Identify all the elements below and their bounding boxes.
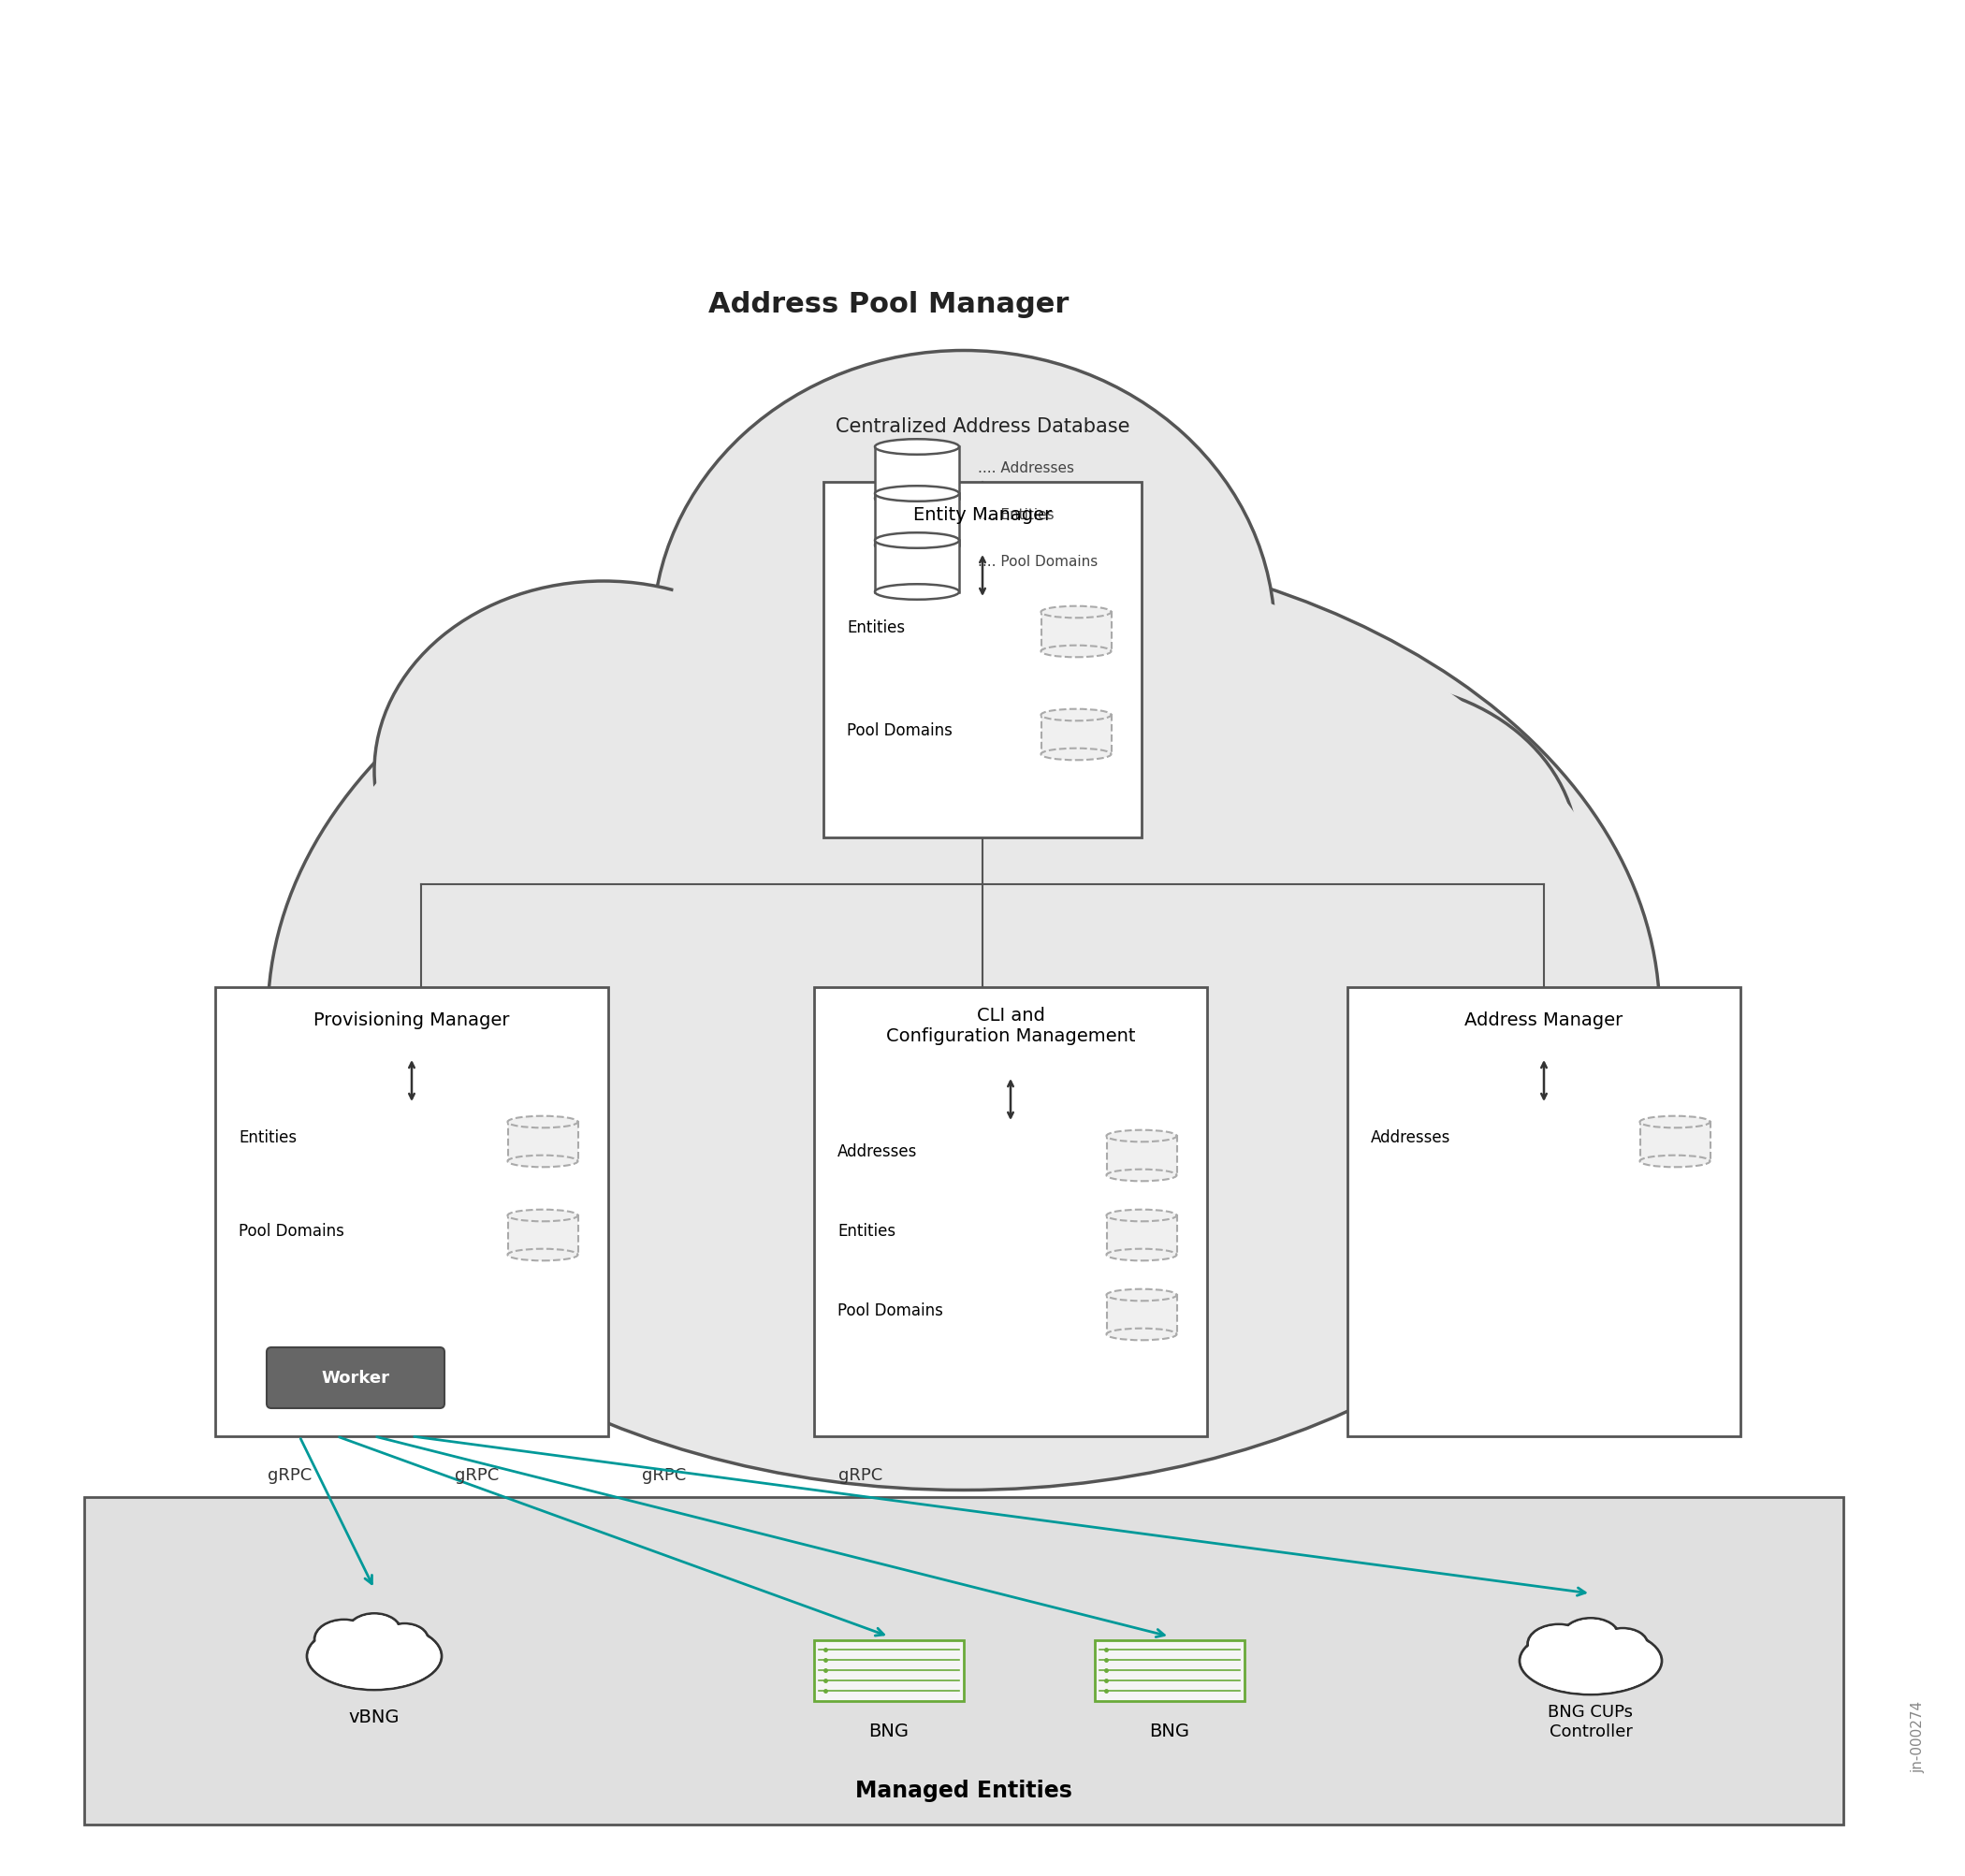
Text: vBNG: vBNG	[350, 1707, 399, 1726]
Bar	[1641, 1122, 1710, 1161]
FancyBboxPatch shape	[1348, 987, 1741, 1437]
Ellipse shape	[316, 1621, 371, 1658]
Ellipse shape	[1041, 749, 1110, 760]
Ellipse shape	[373, 582, 833, 961]
Ellipse shape	[1641, 1116, 1710, 1127]
Text: .... Pool Domains: .... Pool Domains	[979, 555, 1098, 568]
Text: BNG: BNG	[1150, 1722, 1189, 1739]
Bar	[1106, 1294, 1177, 1334]
Ellipse shape	[1106, 1328, 1177, 1341]
Ellipse shape	[507, 1116, 578, 1127]
Text: gRPC: gRPC	[839, 1467, 882, 1484]
Ellipse shape	[381, 1625, 428, 1655]
Bar	[1106, 1216, 1177, 1255]
Ellipse shape	[1041, 606, 1110, 619]
Text: gRPC: gRPC	[267, 1467, 312, 1484]
Text: Pool Domains: Pool Domains	[837, 1302, 943, 1319]
Ellipse shape	[874, 533, 959, 548]
Text: Centralized Address Database: Centralized Address Database	[835, 416, 1130, 435]
Text: Entity Manager: Entity Manager	[914, 507, 1051, 523]
FancyBboxPatch shape	[823, 482, 1142, 839]
Text: Worker: Worker	[322, 1369, 389, 1386]
Ellipse shape	[668, 364, 1258, 908]
Ellipse shape	[1641, 1156, 1710, 1167]
FancyBboxPatch shape	[216, 987, 609, 1437]
Text: Entities: Entities	[837, 1223, 896, 1240]
Text: Managed Entities: Managed Entities	[855, 1778, 1073, 1801]
Ellipse shape	[1562, 1619, 1619, 1655]
Bar	[1106, 1137, 1177, 1176]
Bar	[1095, 1640, 1244, 1702]
Bar	[507, 1122, 578, 1161]
Text: Addresses: Addresses	[1372, 1129, 1450, 1146]
Bar	[874, 540, 959, 593]
Text: Address Manager: Address Manager	[1464, 1011, 1623, 1028]
FancyBboxPatch shape	[267, 1347, 444, 1409]
Text: Addresses: Addresses	[837, 1142, 918, 1159]
Ellipse shape	[1106, 1169, 1177, 1182]
Ellipse shape	[507, 1249, 578, 1261]
Ellipse shape	[507, 1210, 578, 1221]
Text: Pool Domains: Pool Domains	[238, 1223, 344, 1240]
Ellipse shape	[874, 585, 959, 600]
Ellipse shape	[1185, 698, 1562, 1009]
Ellipse shape	[350, 1615, 399, 1649]
Ellipse shape	[314, 1619, 373, 1658]
Text: BNG: BNG	[869, 1722, 910, 1739]
Ellipse shape	[652, 351, 1275, 921]
Ellipse shape	[874, 492, 959, 507]
Bar	[1041, 613, 1110, 651]
Bar	[874, 448, 959, 499]
Text: .... Addresses: .... Addresses	[979, 461, 1075, 475]
Ellipse shape	[348, 1613, 401, 1649]
Ellipse shape	[874, 486, 959, 503]
Ellipse shape	[874, 538, 959, 553]
Ellipse shape	[874, 439, 959, 456]
Ellipse shape	[1564, 1619, 1617, 1653]
Ellipse shape	[285, 555, 1643, 1476]
Text: gRPC: gRPC	[643, 1467, 686, 1484]
Text: Entities: Entities	[847, 619, 906, 636]
Bar	[1041, 715, 1110, 754]
Ellipse shape	[267, 540, 1660, 1490]
Ellipse shape	[1106, 1289, 1177, 1302]
Text: Provisioning Manager: Provisioning Manager	[314, 1011, 509, 1028]
Ellipse shape	[383, 1625, 426, 1655]
Bar	[874, 493, 959, 546]
Ellipse shape	[507, 1156, 578, 1167]
FancyBboxPatch shape	[814, 987, 1207, 1437]
Ellipse shape	[1527, 1625, 1590, 1664]
Ellipse shape	[1598, 1628, 1647, 1660]
Ellipse shape	[1521, 1628, 1660, 1694]
Ellipse shape	[307, 1623, 442, 1690]
Text: Address Pool Manager: Address Pool Manager	[709, 291, 1069, 319]
Ellipse shape	[1519, 1626, 1662, 1694]
Ellipse shape	[309, 1625, 440, 1688]
Text: BNG CUPs
Controller: BNG CUPs Controller	[1548, 1703, 1633, 1739]
Ellipse shape	[1106, 1210, 1177, 1221]
Ellipse shape	[1529, 1626, 1588, 1662]
Ellipse shape	[1169, 683, 1578, 1022]
Text: jn-000274: jn-000274	[1912, 1700, 1926, 1771]
Text: .... Entities: .... Entities	[979, 508, 1053, 522]
Ellipse shape	[1041, 709, 1110, 720]
Ellipse shape	[1041, 645, 1110, 658]
Text: CLI and
Configuration Management: CLI and Configuration Management	[886, 1006, 1136, 1045]
Ellipse shape	[391, 595, 815, 947]
Text: Entities: Entities	[238, 1129, 297, 1146]
Bar	[507, 1216, 578, 1255]
Ellipse shape	[1600, 1630, 1647, 1658]
Bar	[814, 1640, 963, 1702]
Text: Pool Domains: Pool Domains	[847, 722, 953, 739]
Text: gRPC: gRPC	[456, 1467, 499, 1484]
Ellipse shape	[1106, 1131, 1177, 1142]
Ellipse shape	[1106, 1249, 1177, 1261]
FancyBboxPatch shape	[84, 1497, 1843, 1825]
